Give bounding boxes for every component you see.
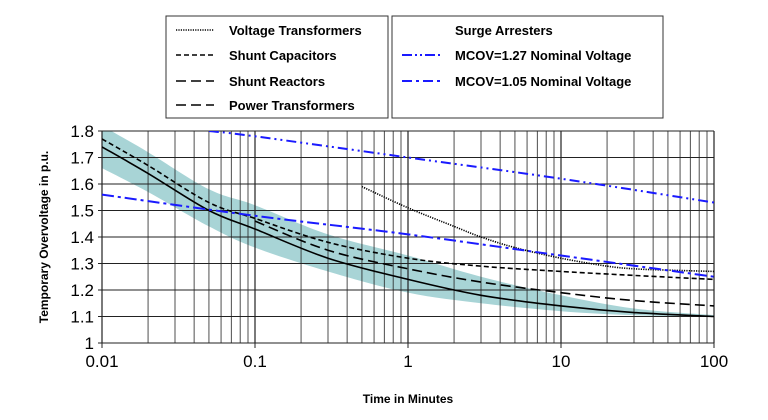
y-axis-label: Temporary Overvoltage in p.u. — [37, 151, 51, 324]
series-shunt-capacitors — [102, 138, 714, 281]
y-tick-label: 1.1 — [70, 308, 94, 327]
y-tick-label: 1.8 — [70, 122, 94, 141]
x-tick-label: 10 — [552, 352, 571, 371]
y-tick-label: 1.4 — [70, 228, 94, 247]
legend: Voltage Transformers Shunt Capacitors Shun… — [165, 15, 664, 119]
y-tick-label: 1 — [85, 334, 94, 353]
legend-label: MCOV=1.05 Nominal Voltage — [455, 74, 631, 89]
x-tick-label: 1 — [403, 352, 412, 371]
series-power-transformers — [102, 146, 714, 318]
y-tick-label: 1.7 — [70, 149, 94, 168]
x-axis-label: Time in Minutes — [363, 392, 454, 406]
y-tick-label: 1.6 — [70, 175, 94, 194]
legend-label: MCOV=1.27 Nominal Voltage — [455, 48, 631, 63]
x-tick-label: 0.01 — [85, 352, 118, 371]
series-shunt-reactors — [254, 220, 714, 307]
legend-label: Shunt Capacitors — [229, 48, 337, 63]
legend-box-equipment — [165, 15, 389, 119]
legend-label: Shunt Reactors — [229, 74, 325, 89]
y-tick-label: 1.5 — [70, 202, 94, 221]
axis-layer: 0.01 0.1 1 10 100 1 1.1 1.2 1.3 1.4 1.5 1.6 1.7 1.8 — [70, 122, 728, 371]
y-tick-label: 1.3 — [70, 255, 94, 274]
y-tick-label: 1.2 — [70, 281, 94, 300]
series-mcov-1-27-nominal-voltage — [208, 131, 714, 204]
series-layer — [102, 131, 714, 318]
x-tick-label: 100 — [700, 352, 728, 371]
legend-label: Power Transformers — [229, 98, 355, 113]
legend-group-title: Surge Arresters — [455, 23, 553, 38]
series-mcov-1-05-nominal-voltage — [102, 193, 714, 278]
grid-layer — [98, 130, 715, 344]
x-tick-label: 0.1 — [243, 352, 267, 371]
legend-box-arresters — [391, 15, 664, 119]
legend-label: Voltage Transformers — [229, 23, 362, 38]
